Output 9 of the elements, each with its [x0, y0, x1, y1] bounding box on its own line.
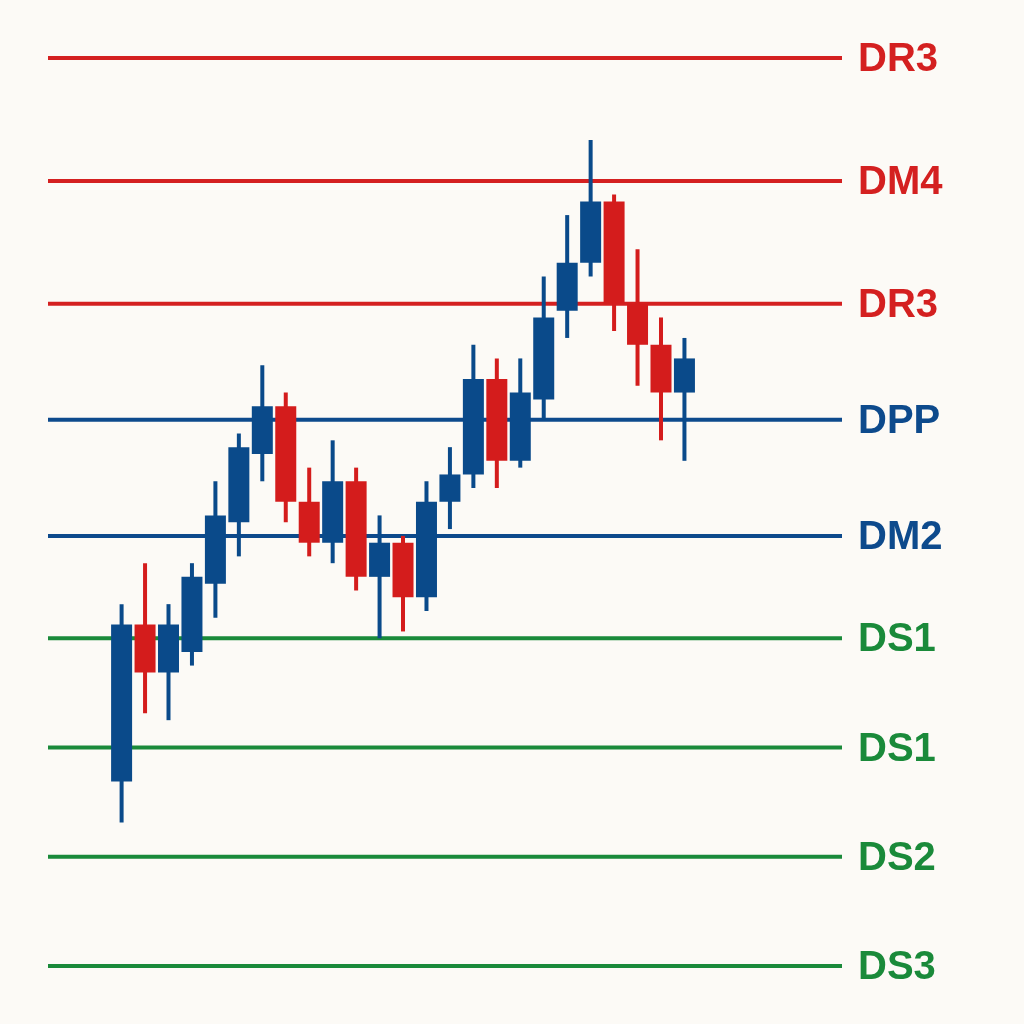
ref-line-label: DS1 [858, 615, 936, 660]
ref-line-label: DR3 [858, 35, 939, 80]
ref-line-label: DPP [858, 396, 941, 441]
ref-line-label: DS3 [858, 942, 936, 987]
ref-line-label: DS2 [858, 833, 936, 878]
ref-line-label: DR3 [858, 280, 939, 325]
ref-line-label: DM2 [858, 512, 943, 557]
ref-line-label: DS1 [858, 724, 936, 769]
ref-line-label: DM4 [858, 157, 944, 202]
